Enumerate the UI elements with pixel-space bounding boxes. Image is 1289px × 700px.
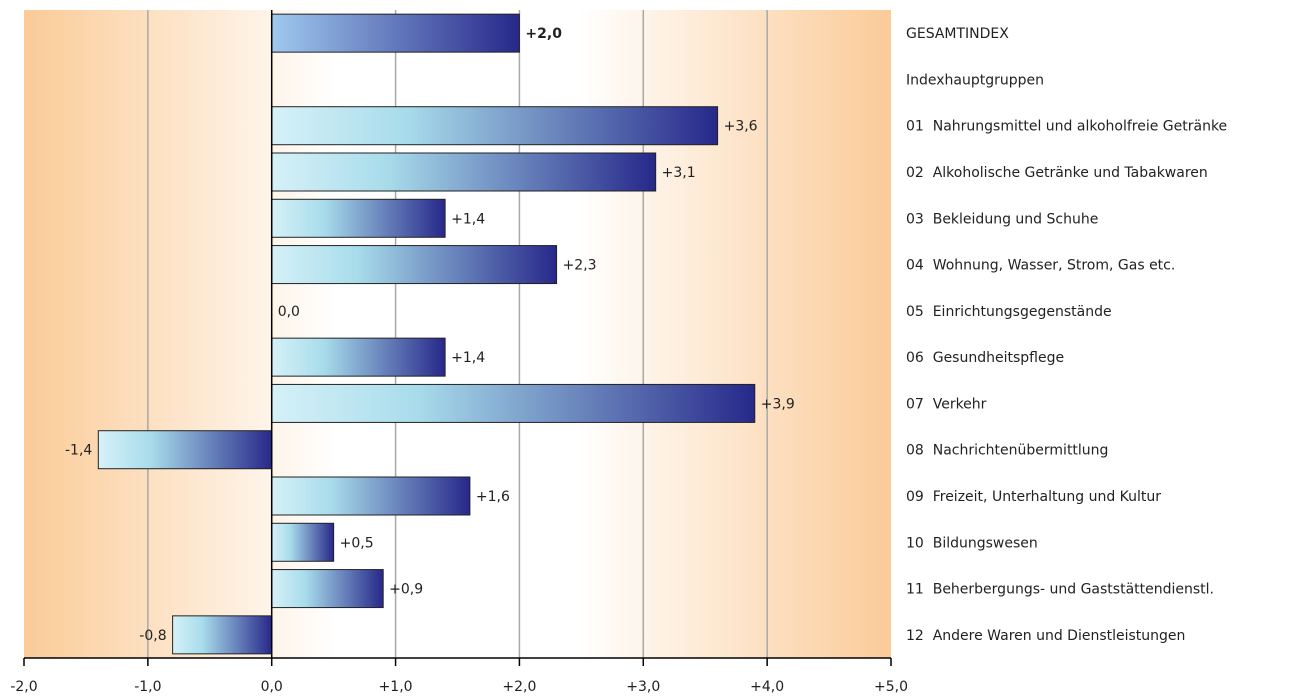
tick-label: -1,0 [134,679,161,695]
tick-label: -2,0 [10,679,37,695]
bar [271,569,384,609]
tick-label: 0,0 [261,679,283,695]
category-label: 04 Wohnung, Wasser, Strom, Gas etc. [906,258,1175,274]
value-label: +1,4 [451,350,485,366]
category-label: 07 Verkehr [906,396,987,412]
bar [271,245,558,285]
tick-label: +3,0 [626,679,660,695]
category-label: 06 Gesundheitspflege [906,350,1064,366]
axes [24,10,891,659]
tick-label: +4,0 [750,679,784,695]
value-label: +3,6 [724,119,758,135]
value-label: +2,3 [563,258,597,274]
tick-label: +2,0 [502,679,536,695]
value-label: -0,8 [139,628,166,644]
tick-label: +5,0 [874,679,908,695]
category-label: 10 Bildungswesen [906,535,1038,551]
category-label: 05 Einrichtungsgegenstände [906,304,1112,320]
category-label: 12 Andere Waren und Dienstleistungen [906,628,1185,644]
value-label: +0,5 [340,535,374,551]
value-labels: +2,0 +3,6 +3,1 +1,4 +2,3 0,0 +1,4 +3,9 -1,4 +1,6 +… [65,26,795,644]
bar [271,13,520,53]
bar [271,383,756,423]
category-label: Indexhauptgruppen [906,72,1044,88]
bar [271,337,446,377]
value-label: +1,6 [476,489,510,505]
value-label: +3,9 [761,396,795,412]
category-label: 02 Alkoholische Getränke und Tabakwaren [906,165,1208,181]
value-label: -1,4 [65,443,92,459]
category-label: 01 Nahrungsmittel und alkoholfreie Geträ… [906,119,1227,135]
bar [271,198,446,238]
tick-label: +1,0 [379,679,413,695]
category-labels: GESAMTINDEX Indexhauptgruppen 01 Nahrungsm… [906,26,1227,644]
category-label: 03 Bekleidung und Schuhe [906,211,1098,227]
bar [172,615,273,655]
bar [271,476,471,516]
bar [271,106,719,146]
category-label: 09 Freizeit, Unterhaltung und Kultur [906,489,1161,505]
value-label: +2,0 [525,26,562,42]
category-label: 11 Beherbergungs- und Gaststättendienstl… [906,582,1214,598]
bar [271,152,657,192]
category-label: GESAMTINDEX [906,26,1009,42]
value-label: +1,4 [451,211,485,227]
x-axis-ticks: -2,0 -1,0 0,0 +1,0 +2,0 +3,0 +4,0 +5,0 [10,658,908,695]
value-label: 0,0 [278,304,300,320]
value-label: +0,9 [389,582,423,598]
bar [271,522,335,562]
bar [97,430,273,470]
category-label: 08 Nachrichtenübermittlung [906,443,1108,459]
value-label: +3,1 [662,165,696,181]
bars [97,13,756,655]
